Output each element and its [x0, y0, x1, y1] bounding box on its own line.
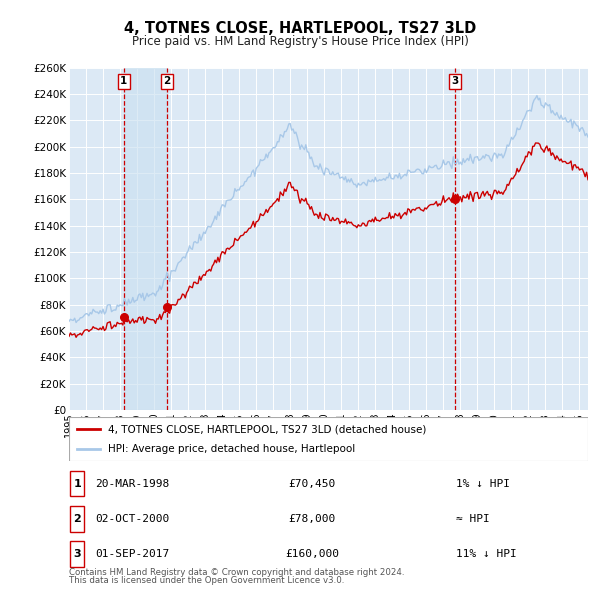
Text: 4, TOTNES CLOSE, HARTLEPOOL, TS27 3LD (detached house): 4, TOTNES CLOSE, HARTLEPOOL, TS27 3LD (d… [108, 424, 426, 434]
Text: 1: 1 [120, 76, 127, 86]
Text: Contains HM Land Registry data © Crown copyright and database right 2024.: Contains HM Land Registry data © Crown c… [69, 568, 404, 577]
Text: 01-SEP-2017: 01-SEP-2017 [95, 549, 169, 559]
Text: 3: 3 [451, 76, 458, 86]
Text: 1: 1 [74, 478, 81, 489]
Text: 11% ↓ HPI: 11% ↓ HPI [456, 549, 517, 559]
Text: 2: 2 [163, 76, 170, 86]
Text: 20-MAR-1998: 20-MAR-1998 [95, 478, 169, 489]
Text: Price paid vs. HM Land Registry's House Price Index (HPI): Price paid vs. HM Land Registry's House … [131, 35, 469, 48]
Text: HPI: Average price, detached house, Hartlepool: HPI: Average price, detached house, Hart… [108, 444, 355, 454]
Text: £70,450: £70,450 [289, 478, 335, 489]
Text: 02-OCT-2000: 02-OCT-2000 [95, 514, 169, 524]
Text: ≈ HPI: ≈ HPI [456, 514, 490, 524]
Bar [70, 542, 85, 568]
Text: £160,000: £160,000 [285, 549, 339, 559]
Bar [70, 471, 85, 497]
Text: 1% ↓ HPI: 1% ↓ HPI [456, 478, 510, 489]
Text: £78,000: £78,000 [289, 514, 335, 524]
Text: 2: 2 [74, 514, 81, 524]
Text: This data is licensed under the Open Government Licence v3.0.: This data is licensed under the Open Gov… [69, 576, 344, 585]
Text: 4, TOTNES CLOSE, HARTLEPOOL, TS27 3LD: 4, TOTNES CLOSE, HARTLEPOOL, TS27 3LD [124, 21, 476, 35]
Bar [70, 506, 85, 532]
Text: 3: 3 [74, 549, 81, 559]
Bar [124, 68, 167, 410]
